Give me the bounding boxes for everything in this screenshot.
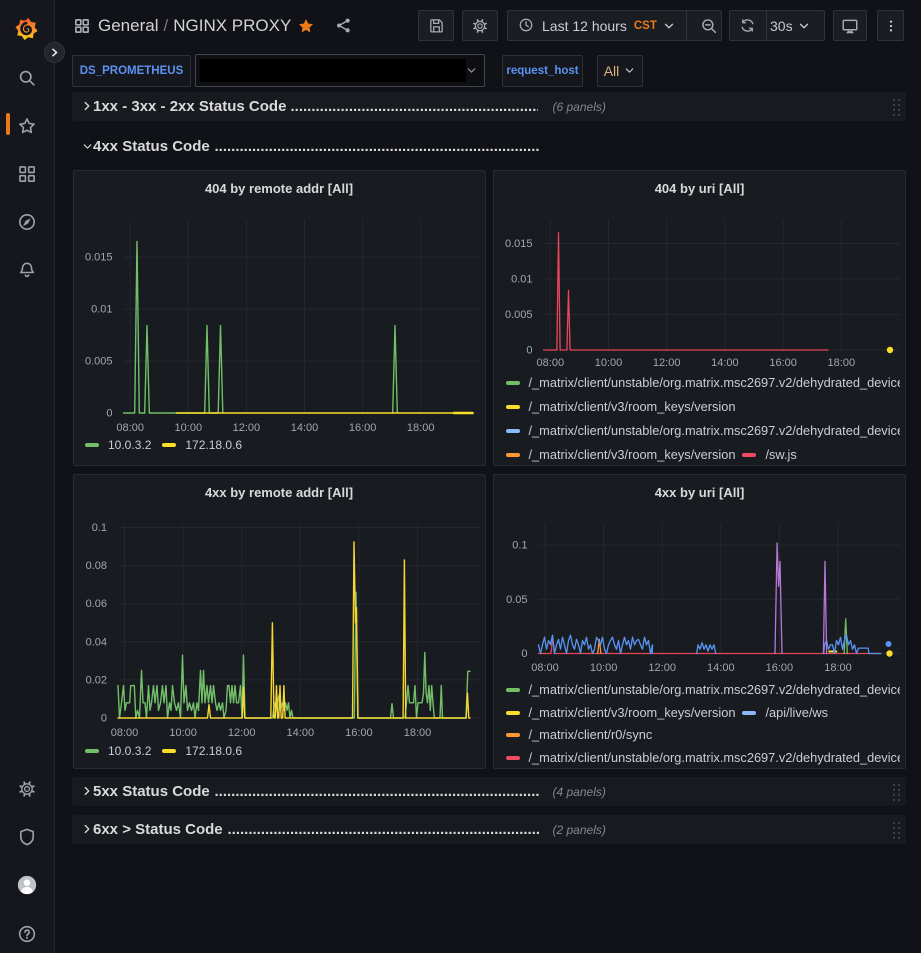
svg-text:14:00: 14:00: [290, 422, 318, 434]
svg-text:0: 0: [521, 648, 527, 660]
svg-text:0.02: 0.02: [85, 674, 106, 686]
svg-text:08:00: 08:00: [116, 422, 144, 434]
svg-text:0.01: 0.01: [91, 304, 112, 316]
svg-text:12:00: 12:00: [232, 422, 260, 434]
svg-text:16:00: 16:00: [348, 422, 376, 434]
svg-text:12:00: 12:00: [648, 662, 676, 674]
svg-text:14:00: 14:00: [707, 662, 735, 674]
svg-text:0.06: 0.06: [85, 598, 106, 610]
svg-text:0.05: 0.05: [506, 594, 527, 606]
svg-text:14:00: 14:00: [286, 727, 314, 739]
svg-text:10:00: 10:00: [595, 357, 623, 369]
svg-text:16:00: 16:00: [769, 357, 797, 369]
svg-text:10:00: 10:00: [590, 662, 618, 674]
svg-text:0.005: 0.005: [505, 309, 533, 321]
svg-text:0.01: 0.01: [511, 274, 532, 286]
svg-text:12:00: 12:00: [227, 727, 255, 739]
svg-text:18:00: 18:00: [403, 727, 431, 739]
svg-text:16:00: 16:00: [766, 662, 794, 674]
svg-text:16:00: 16:00: [345, 727, 373, 739]
svg-text:0.1: 0.1: [91, 522, 106, 534]
svg-text:12:00: 12:00: [653, 357, 681, 369]
svg-text:08:00: 08:00: [531, 662, 559, 674]
svg-text:08:00: 08:00: [110, 727, 138, 739]
svg-text:18:00: 18:00: [828, 357, 856, 369]
svg-text:0: 0: [100, 713, 106, 725]
svg-text:0.015: 0.015: [84, 252, 112, 264]
svg-text:14:00: 14:00: [711, 357, 739, 369]
svg-text:10:00: 10:00: [169, 727, 197, 739]
svg-text:18:00: 18:00: [824, 662, 852, 674]
svg-text:0: 0: [106, 408, 112, 420]
svg-text:0.1: 0.1: [512, 540, 527, 552]
svg-text:18:00: 18:00: [406, 422, 434, 434]
svg-text:08:00: 08:00: [537, 357, 565, 369]
svg-text:0.04: 0.04: [85, 636, 106, 648]
svg-text:0.005: 0.005: [84, 356, 112, 368]
svg-text:0: 0: [526, 345, 532, 357]
svg-text:0.08: 0.08: [85, 560, 106, 572]
svg-text:10:00: 10:00: [174, 422, 202, 434]
svg-text:0.015: 0.015: [505, 238, 533, 250]
